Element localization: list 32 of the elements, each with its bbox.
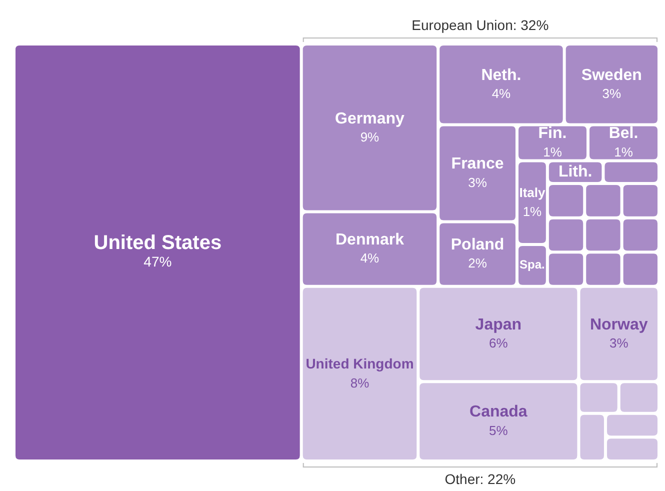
category-label: Spa. — [520, 258, 545, 272]
category-label: Fin. — [538, 125, 567, 142]
category-label: Germany — [335, 110, 404, 128]
category-label: United States — [94, 232, 222, 254]
category-label: Denmark — [335, 231, 404, 248]
data-label: 9% — [360, 129, 380, 144]
category-label: Neth. — [481, 66, 522, 84]
category-label: Sweden — [581, 66, 642, 84]
category-label: United Kingdom — [306, 356, 414, 372]
data-label: 6% — [489, 336, 508, 351]
data-label: 4% — [360, 250, 380, 266]
category-label: Canada — [470, 404, 528, 421]
data-label: 1% — [614, 144, 634, 160]
data-label: 5% — [489, 422, 508, 438]
data-label: 1% — [543, 144, 562, 160]
data-label: 2% — [468, 256, 488, 271]
data-label: 3% — [609, 336, 629, 351]
category-label: Japan — [475, 316, 522, 334]
category-label: Italy — [519, 185, 546, 200]
data-label: 1% — [522, 204, 542, 220]
data-label: 3% — [602, 86, 622, 101]
category-label: Poland — [450, 236, 504, 254]
data-label: 8% — [350, 375, 370, 390]
category-label: Norway — [590, 316, 648, 334]
data-label: 4% — [492, 86, 512, 101]
text: Other: 22% — [444, 470, 516, 487]
data-label: 47% — [144, 253, 172, 270]
category-label: Bel. — [608, 125, 638, 142]
category-label: France — [451, 156, 504, 173]
data-label: 3% — [468, 174, 488, 190]
category-label: Lith. — [558, 164, 592, 181]
text: European Union: 32% — [412, 16, 549, 33]
